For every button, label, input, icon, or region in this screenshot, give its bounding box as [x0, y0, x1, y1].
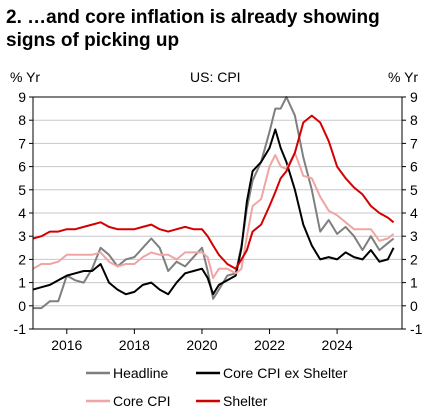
y-axis-ticks: -1 -1 0 0 1 1 2 2 3 3 4 4 5 5 6 6 7 7 8 8 9 9: [14, 89, 423, 337]
y-tick-label-left: 6: [18, 159, 26, 175]
y-axis-label-left: % Yr: [10, 69, 40, 85]
legend-label: Core CPI: [113, 393, 171, 409]
y-tick-label-left: 2: [18, 251, 26, 267]
y-tick-label-right: 7: [410, 135, 418, 151]
y-tick-label-right: 9: [410, 89, 418, 105]
y-tick-label-right: 2: [410, 251, 418, 267]
y-tick-label-right: 5: [410, 182, 418, 198]
y-tick-label-right: 8: [410, 112, 418, 128]
x-tick-label: 2022: [254, 337, 285, 353]
series-lines: [32, 96, 395, 310]
series-line-0: [33, 96, 395, 310]
y-tick-label-left: 7: [18, 135, 26, 151]
x-tick-label: 2016: [51, 337, 82, 353]
y-tick-label-right: 3: [410, 228, 418, 244]
series-line-2: [32, 151, 395, 279]
y-tick-label-left: -1: [14, 321, 27, 337]
x-tick-label: 2020: [186, 337, 217, 353]
y-tick-label-left: 4: [18, 205, 26, 221]
y-tick-label-left: 0: [18, 298, 26, 314]
y-axis-label-right: % Yr: [388, 69, 418, 85]
y-tick-label-left: 8: [18, 112, 26, 128]
legend-label: Core CPI ex Shelter: [223, 365, 348, 381]
series-line-1: [32, 128, 395, 296]
y-tick-label-right: -1: [410, 321, 423, 337]
chart-title: 2. …and core inflation is already showin…: [6, 6, 380, 52]
x-axis-ticks: 2016 2018 2020 2022 2024: [51, 329, 353, 353]
series-line-3: [32, 114, 395, 270]
y-tick-label-left: 5: [18, 182, 26, 198]
gridlines: [33, 119, 402, 307]
chart-subtitle: US: CPI: [190, 69, 241, 85]
x-tick-label: 2018: [119, 337, 150, 353]
legend-label: Shelter: [223, 393, 268, 409]
chart-title-line-1: 2. …and core inflation is already showin…: [6, 7, 380, 28]
legend-label: Headline: [113, 365, 168, 381]
y-tick-label-right: 1: [410, 275, 418, 291]
y-tick-label-left: 1: [18, 275, 26, 291]
y-tick-label-right: 0: [410, 298, 418, 314]
y-tick-label-left: 9: [18, 89, 26, 105]
chart-title-line-2: signs of picking up: [6, 30, 180, 51]
legend: Headline Core CPI ex Shelter Core CPI Shelt…: [86, 365, 348, 409]
y-tick-label-right: 4: [410, 205, 418, 221]
y-tick-label-left: 3: [18, 228, 26, 244]
y-tick-label-right: 6: [410, 159, 418, 175]
x-tick-label: 2024: [322, 337, 353, 353]
